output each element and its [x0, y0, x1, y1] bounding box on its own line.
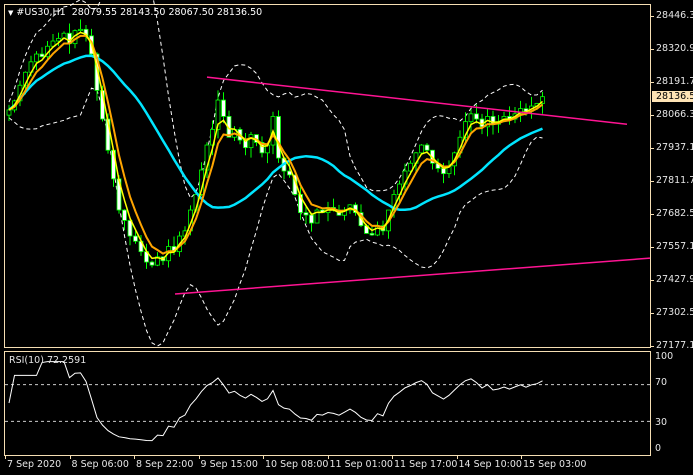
rsi-axis-100: 100	[655, 351, 674, 362]
y-tick	[651, 313, 654, 314]
x-tick	[327, 456, 329, 459]
candle	[122, 209, 127, 231]
menu-arrow-icon[interactable]: ▼	[8, 9, 14, 17]
y-tick	[651, 115, 654, 116]
y-tick-label: 27682.50	[656, 208, 693, 219]
x-tick-label: 8 Sep 22:00	[136, 459, 194, 470]
x-tick-label: 15 Sep 03:00	[523, 459, 587, 470]
candle	[133, 231, 138, 244]
x-tick	[198, 456, 200, 459]
x-tick	[5, 456, 6, 459]
x-tick-label: 14 Sep 10:00	[458, 459, 522, 470]
candle	[6, 104, 12, 121]
x-tick-label: 8 Sep 06:00	[71, 459, 129, 470]
rsi-axis-30: 30	[655, 417, 668, 428]
y-tick-label: 28191.70	[656, 76, 693, 87]
ohlc-close: 28136.50	[216, 7, 263, 18]
ohlc-open: 28079.55	[71, 7, 118, 18]
chart-header: ▼ #US30,H1 28079.55 28143.50 28067.50 28…	[8, 7, 262, 18]
candle	[243, 132, 248, 156]
y-tick-label: 28446.30	[656, 10, 693, 21]
y-tick	[651, 280, 654, 281]
rsi-label: RSI(10) 72.2591	[9, 355, 87, 366]
candle	[540, 91, 545, 114]
candle	[248, 131, 254, 158]
x-tick-label: 11 Sep 17:00	[394, 459, 458, 470]
y-tick	[651, 82, 654, 83]
candle	[276, 110, 281, 163]
symbol-label: #US30,H1	[16, 7, 66, 18]
lower-trendline	[174, 257, 651, 295]
x-tick-label: 10 Sep 08:00	[265, 459, 329, 470]
candle	[221, 92, 226, 124]
y-tick-label: 27177.10	[656, 340, 693, 351]
x-tick-label: 9 Sep 15:00	[200, 459, 258, 470]
x-tick	[134, 456, 135, 459]
candle	[78, 19, 83, 33]
y-tick-label: 27811.70	[656, 175, 693, 186]
candle	[369, 226, 375, 236]
y-tick-label: 27937.10	[656, 142, 693, 153]
candle	[309, 212, 314, 232]
candle	[45, 41, 50, 60]
y-tick-label: 27557.10	[656, 241, 693, 252]
upper-trendline	[206, 76, 628, 125]
candle	[56, 32, 61, 47]
main-pane[interactable]	[4, 4, 651, 348]
current-price-label: 28136.50	[652, 91, 693, 102]
y-tick-label: 28320.90	[656, 43, 693, 54]
x-tick	[69, 456, 71, 459]
y-tick	[651, 247, 654, 248]
y-tick	[651, 148, 654, 149]
candle	[34, 51, 39, 70]
x-tick	[521, 456, 522, 459]
fast-ma-line	[8, 31, 543, 260]
x-tick-label: 7 Sep 2020	[7, 459, 62, 470]
rsi-line	[8, 361, 543, 442]
candle	[265, 144, 270, 164]
candle	[226, 110, 232, 138]
x-tick	[456, 456, 458, 459]
upper-band	[8, 0, 543, 199]
candle	[518, 100, 523, 122]
candle	[314, 208, 320, 224]
candle	[468, 109, 474, 132]
y-tick	[651, 49, 654, 50]
slow-ma-line	[8, 54, 543, 211]
candle	[325, 201, 331, 222]
x-tick	[263, 456, 264, 459]
y-tick	[651, 346, 654, 347]
candle	[303, 205, 309, 225]
candle	[446, 160, 452, 179]
mid-ma-line	[8, 34, 544, 255]
ohlc-high: 28143.50	[120, 7, 166, 18]
candle	[127, 217, 133, 246]
y-tick	[651, 181, 654, 182]
y-tick-label: 27302.50	[656, 307, 693, 318]
x-tick-label: 11 Sep 01:00	[329, 459, 393, 470]
y-tick-label: 27427.90	[656, 274, 693, 285]
x-tick	[392, 456, 393, 459]
candle	[507, 106, 512, 125]
rsi-pane[interactable]	[4, 351, 651, 456]
rsi-axis-0: 0	[655, 443, 662, 454]
ohlc-low: 28067.50	[168, 7, 214, 18]
y-tick-label: 28066.30	[656, 109, 693, 120]
candle	[215, 90, 221, 139]
candle	[463, 112, 468, 145]
lower-band	[8, 87, 543, 347]
candle	[155, 252, 160, 267]
candle	[419, 144, 424, 154]
y-tick	[651, 214, 654, 215]
candle	[149, 260, 155, 268]
y-tick	[651, 16, 654, 17]
candle	[39, 47, 45, 58]
rsi-axis-70: 70	[655, 377, 668, 388]
